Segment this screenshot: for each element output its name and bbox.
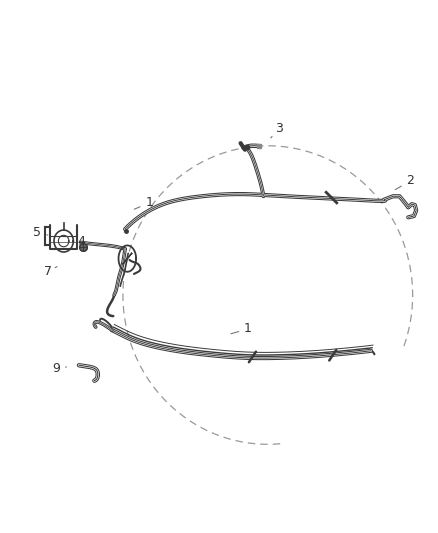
Text: 9: 9	[52, 362, 67, 375]
Text: 2: 2	[394, 174, 413, 190]
Text: 1: 1	[230, 322, 251, 335]
Text: 1: 1	[134, 196, 153, 209]
Text: 7: 7	[44, 265, 57, 278]
Text: 4: 4	[77, 235, 85, 247]
Text: 5: 5	[33, 226, 48, 239]
Text: 3: 3	[270, 122, 282, 138]
